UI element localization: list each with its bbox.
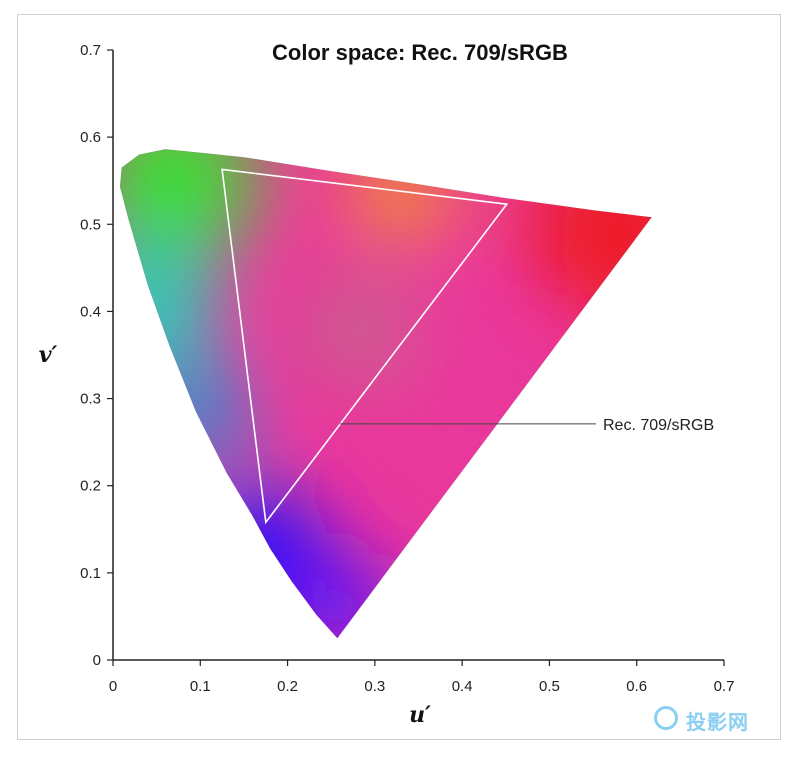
y-tick-label: 0 xyxy=(93,652,101,669)
x-axis-title: u′ xyxy=(409,702,431,728)
x-tick-label: 0.6 xyxy=(626,678,647,695)
y-tick-label: 0.3 xyxy=(80,391,101,408)
x-ticks: 0 0.1 0.2 0.3 0.4 0.5 0.6 0.7 xyxy=(109,660,735,695)
y-tick-label: 0.4 xyxy=(80,303,101,320)
y-tick-label: 0.2 xyxy=(80,478,101,495)
annotation-label: Rec. 709/sRGB xyxy=(603,417,714,434)
blob-violet xyxy=(284,552,395,639)
y-ticks: 0 0.1 0.2 0.3 0.4 0.5 0.6 0.7 xyxy=(80,42,113,669)
rec709-gamut-triangle xyxy=(221,168,509,525)
watermark: 投影网 xyxy=(650,700,790,740)
blob-pink-center xyxy=(302,273,413,384)
spectral-locus-outline xyxy=(119,148,653,639)
watermark-logo-icon xyxy=(654,706,678,730)
x-tick-label: 0.3 xyxy=(364,678,385,695)
x-tick-label: 0.4 xyxy=(452,678,473,695)
axes xyxy=(112,50,724,661)
y-tick-label: 0.7 xyxy=(80,42,101,59)
x-tick-label: 0.1 xyxy=(190,678,211,695)
y-tick-label: 0.1 xyxy=(80,565,101,582)
blob-teal xyxy=(150,366,251,466)
x-tick-label: 0.7 xyxy=(714,678,735,695)
blob-magenta xyxy=(389,308,570,489)
chart-title: Color space: Rec. 709/sRGB xyxy=(272,40,568,65)
blob-orange xyxy=(346,149,457,245)
spectral-locus-fill xyxy=(120,149,652,639)
y-tick-label: 0.6 xyxy=(80,129,101,146)
watermark-text: 投影网 xyxy=(686,710,749,734)
x-tick-label: 0.5 xyxy=(539,678,560,695)
x-tick-label: 0 xyxy=(109,678,117,695)
blob-red xyxy=(524,149,652,328)
x-tick-label: 0.2 xyxy=(277,678,298,695)
blob-green xyxy=(120,149,260,266)
y-axis-title: v′ xyxy=(39,342,58,368)
y-tick-label: 0.5 xyxy=(80,216,101,233)
chart-frame xyxy=(17,14,781,740)
